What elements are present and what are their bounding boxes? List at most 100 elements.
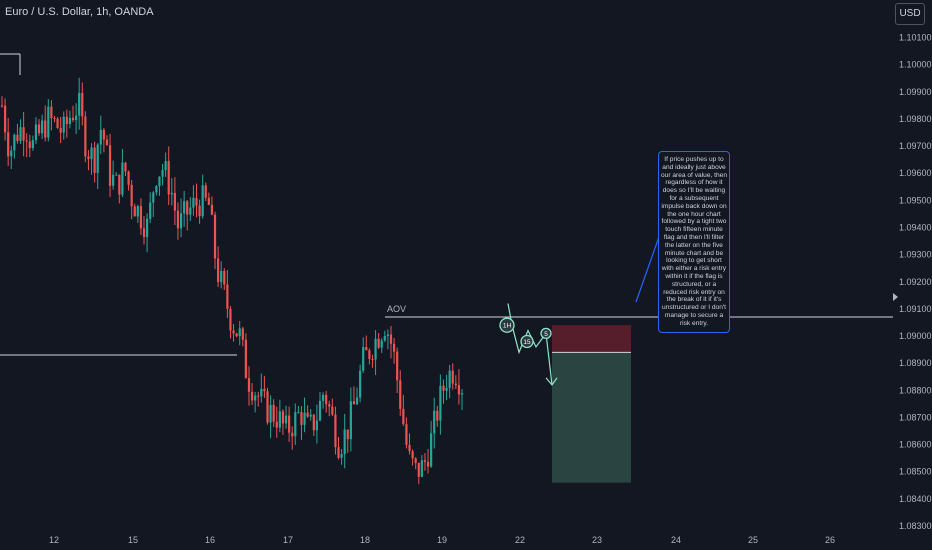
candle-body (84, 116, 87, 157)
candle-body (235, 333, 238, 337)
candle-body (71, 117, 75, 120)
candle-body (297, 412, 300, 414)
candle-body (47, 106, 50, 138)
candle-body (309, 414, 312, 417)
time-tick-label: 12 (49, 535, 59, 545)
candle-body (102, 129, 105, 140)
candle-body (343, 429, 346, 454)
price-tick-label: 1.09900 (899, 87, 932, 97)
candle-body (133, 206, 136, 217)
note-connector (635, 233, 661, 303)
price-tick-label: 1.09400 (899, 223, 932, 233)
candle-body (457, 385, 461, 395)
candle-body (56, 118, 59, 129)
candle-body (93, 147, 96, 173)
trade-plan-note[interactable]: If price pushes up to and ideally just a… (658, 151, 730, 333)
price-tick-label: 1.08700 (899, 412, 932, 422)
candle-body (0, 105, 4, 107)
time-tick-label: 16 (205, 535, 215, 545)
candle-body (34, 124, 38, 141)
axis-price-arrow (893, 293, 898, 301)
candle-body (155, 186, 158, 193)
candle-body (19, 127, 22, 142)
candle-body (78, 92, 81, 116)
candle-body (325, 394, 328, 405)
candle-body (198, 205, 201, 217)
candle-body (442, 385, 445, 391)
timeframe-marker (499, 317, 515, 333)
candle-body (65, 116, 68, 125)
candle-body (386, 334, 390, 337)
candle-body (408, 444, 411, 452)
candle-body (232, 330, 235, 334)
candle-body (108, 145, 112, 186)
candle-body (254, 395, 257, 401)
candle-body (124, 162, 127, 172)
price-tick-label: 1.08600 (899, 440, 932, 450)
candle-body (7, 132, 10, 157)
candle-body (278, 411, 281, 428)
candle-body (210, 204, 214, 215)
candle-body (383, 336, 386, 341)
chart-overlays: AOV 1H 15 5 (0, 53, 898, 483)
candle-body (257, 395, 260, 397)
candle-body (417, 462, 420, 477)
candle-body (192, 197, 195, 208)
candle-body (272, 404, 275, 422)
candle-body (99, 129, 102, 145)
candle-body (306, 412, 309, 417)
timeframe-marker-label: 1H (503, 323, 512, 330)
candle-body (37, 124, 41, 134)
candle-body (186, 201, 189, 215)
candle-body (189, 207, 192, 215)
candle-body (362, 347, 365, 371)
candle-body (118, 174, 121, 195)
candle-body (349, 401, 352, 440)
candle-body (365, 347, 368, 351)
candle-body (331, 406, 334, 415)
candle-body (158, 176, 161, 187)
candle-body (368, 350, 371, 360)
candle-body (204, 185, 207, 198)
candle-body (16, 134, 19, 142)
candle-body (374, 338, 377, 360)
candle-body (161, 170, 164, 177)
candle-body (44, 120, 47, 138)
candle-body (105, 139, 109, 146)
aov-label: AOV (387, 304, 406, 314)
price-tick-label: 1.09200 (899, 277, 932, 287)
candle-body (62, 116, 65, 133)
candle-body (244, 339, 247, 379)
candle-body (136, 206, 139, 217)
candle-body (220, 270, 223, 283)
price-tick-label: 1.08400 (899, 494, 932, 504)
price-tick-label: 1.10000 (899, 60, 932, 70)
currency-button[interactable]: USD (895, 3, 925, 25)
candle-body (176, 210, 180, 229)
timeframe-marker-label: 5 (544, 331, 548, 338)
candle-body (3, 105, 7, 133)
candle-body (340, 453, 343, 458)
candle-body (152, 192, 155, 203)
candle-body (183, 201, 186, 214)
candle-body (96, 144, 99, 173)
candle-body (130, 184, 133, 207)
candle-body (263, 388, 266, 392)
time-tick-label: 19 (437, 535, 447, 545)
candle-body (284, 415, 288, 424)
risk-zone (552, 325, 631, 353)
time-tick-label: 18 (360, 535, 370, 545)
candle-body (396, 351, 399, 381)
candle-body (142, 228, 146, 238)
candle-body (445, 387, 448, 391)
timeframe-marker (540, 327, 552, 339)
candle-body (173, 192, 176, 211)
candle-body (167, 161, 170, 195)
projected-arrow-head (545, 377, 558, 386)
candle-body (213, 214, 217, 259)
candle-body (74, 115, 78, 120)
candle-body (399, 380, 402, 409)
timeframe-marker-label: 15 (523, 339, 531, 346)
candle-body (281, 411, 285, 424)
